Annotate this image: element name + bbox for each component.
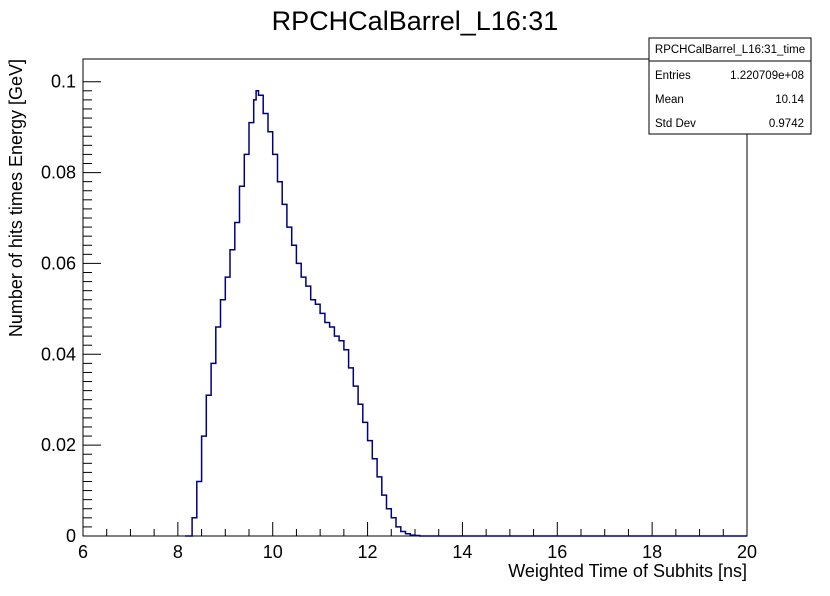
x-axis-ticks: 6 8 10 12 14 16 18 20	[78, 522, 757, 562]
x-tick-label: 12	[358, 542, 378, 562]
stats-title: RPCHCalBarrel_L16:31_time	[655, 44, 805, 56]
y-tick-label: 0	[66, 526, 76, 546]
y-axis-label: Number of hits times Energy [GeV]	[6, 59, 26, 337]
stats-entries-label: Entries	[655, 70, 691, 82]
stats-box: RPCHCalBarrel_L16:31_time Entries 1.2207…	[648, 37, 812, 135]
stats-box-frame	[648, 37, 812, 135]
stats-entries-value: 1.220709e+08	[730, 70, 804, 82]
x-tick-label: 14	[452, 542, 472, 562]
y-tick-label: 0.06	[41, 253, 76, 273]
x-axis-label: Weighted Time of Subhits [ns]	[508, 561, 747, 581]
x-tick-label: 10	[263, 542, 283, 562]
y-tick-label: 0.04	[41, 344, 76, 364]
y-tick-label: 0.02	[41, 435, 76, 455]
stats-mean-label: Mean	[655, 94, 684, 106]
stats-mean-value: 10.14	[775, 94, 804, 106]
x-tick-label: 20	[737, 542, 757, 562]
stats-stddev-value: 0.9742	[769, 118, 804, 130]
stats-stddev-label: Std Dev	[655, 118, 696, 130]
plot-frame	[82, 58, 748, 537]
chart-title: RPCHCalBarrel_L16:31	[272, 6, 559, 36]
x-tick-label: 18	[642, 542, 662, 562]
histogram-line	[185, 90, 747, 537]
x-tick-label: 8	[173, 542, 183, 562]
y-tick-label: 0.1	[51, 72, 76, 92]
x-tick-label: 16	[547, 542, 567, 562]
y-axis-ticks: 0 0.02 0.04 0.06 0.08 0.1	[41, 72, 101, 546]
x-tick-label: 6	[78, 542, 88, 562]
y-tick-label: 0.08	[41, 163, 76, 183]
